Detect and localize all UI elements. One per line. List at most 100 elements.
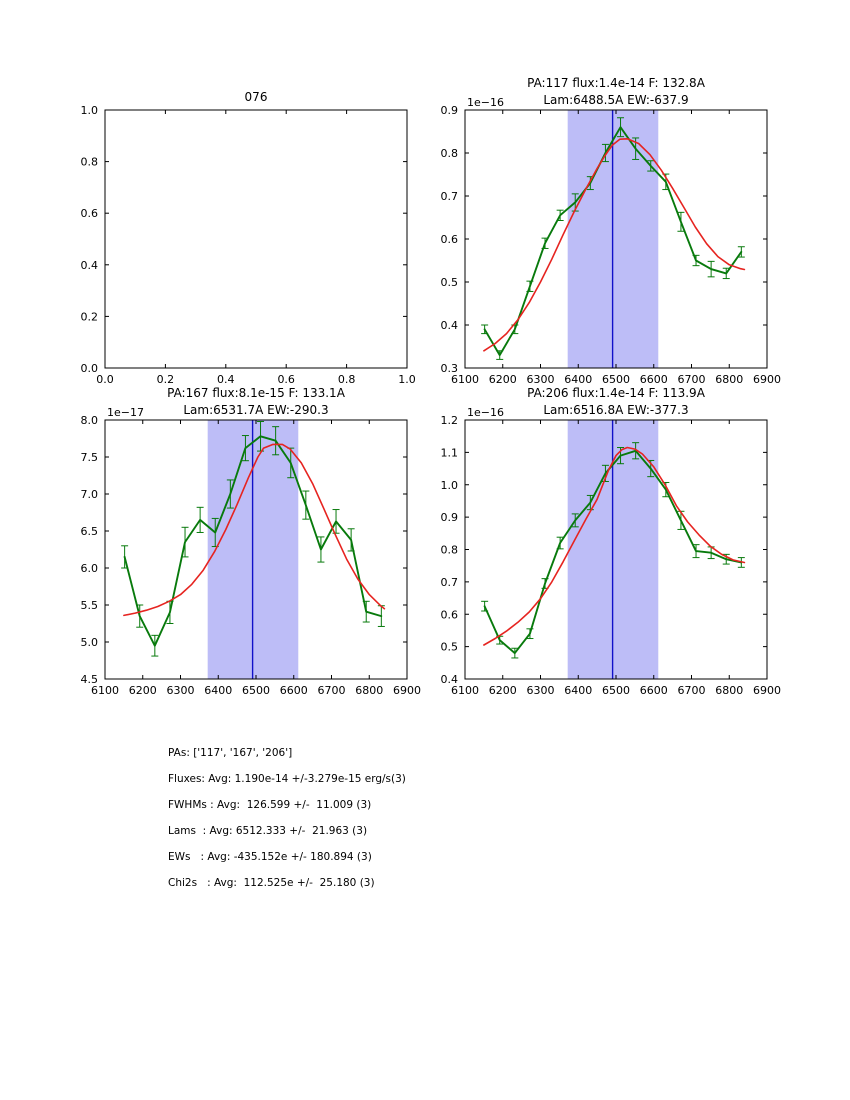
y-tick-label: 0.4 bbox=[441, 673, 459, 686]
subplot-pa167: 6100 6200 6300 6400 6500 6600 6700 6800 6900 4.5 5… bbox=[81, 386, 422, 697]
data-curve bbox=[483, 126, 743, 357]
x-tick-label: 6800 bbox=[355, 684, 383, 697]
y-tick-label: 0.8 bbox=[441, 147, 459, 160]
fit-curve bbox=[123, 443, 386, 617]
x-tick-label: 6100 bbox=[451, 684, 479, 697]
y-tick-label: 5.5 bbox=[81, 599, 99, 612]
x-tick-label: 6400 bbox=[204, 684, 232, 697]
y-tick-label: 0.6 bbox=[441, 608, 459, 621]
x-tick-label: 0.8 bbox=[338, 373, 356, 386]
x-tick-label: 6900 bbox=[753, 373, 781, 386]
plot-title: PA:117 flux:1.4e-14 F: 132.8A bbox=[527, 76, 706, 90]
y-tick-label: 1.0 bbox=[441, 479, 459, 492]
y-tick-label: 7.0 bbox=[81, 488, 99, 501]
y-tick-label: 4.5 bbox=[81, 673, 99, 686]
y-tick-label: 0.3 bbox=[441, 362, 459, 375]
x-tick-label: 6600 bbox=[640, 684, 668, 697]
plot-title: Lam:6516.8A EW:-377.3 bbox=[543, 403, 688, 417]
plot-title: Lam:6531.7A EW:-290.3 bbox=[183, 403, 328, 417]
x-tick-label: 6300 bbox=[527, 373, 555, 386]
x-tick-label: 6200 bbox=[489, 373, 517, 386]
x-tick-label: 6700 bbox=[678, 373, 706, 386]
x-tick-label: 6200 bbox=[129, 684, 157, 697]
y-tick-label: 0.9 bbox=[441, 104, 459, 117]
x-tick-label: 0.6 bbox=[277, 373, 295, 386]
x-tick-label: 6400 bbox=[564, 373, 592, 386]
x-tick-label: 6800 bbox=[715, 373, 743, 386]
y-tick-label: 6.0 bbox=[81, 562, 99, 575]
summary-line-ews: EWs : Avg: -435.152e +/- 180.894 (3) bbox=[168, 851, 372, 863]
y-tick-label: 0.6 bbox=[81, 207, 99, 220]
y-tick-label: 0.4 bbox=[441, 319, 459, 332]
x-tick-label: 6200 bbox=[489, 684, 517, 697]
tick-marks bbox=[104, 419, 408, 680]
summary-line-fwhms: FWHMs : Avg: 126.599 +/- 11.009 (3) bbox=[168, 799, 372, 811]
tick-marks bbox=[464, 419, 768, 680]
x-tick-label: 6700 bbox=[318, 684, 346, 697]
y-tick-label: 1.2 bbox=[441, 414, 459, 427]
x-tick-label: 6600 bbox=[640, 373, 668, 386]
y-tick-label: 0.0 bbox=[81, 362, 99, 375]
y-tick-label: 1.0 bbox=[81, 104, 99, 117]
x-tick-label: 6100 bbox=[451, 373, 479, 386]
data-curve bbox=[123, 435, 383, 647]
x-tick-label: 6800 bbox=[715, 684, 743, 697]
y-tick-label: 0.6 bbox=[441, 233, 459, 246]
x-tick-label: 6500 bbox=[602, 373, 630, 386]
fit-curve bbox=[483, 138, 746, 352]
data-curve bbox=[483, 449, 743, 655]
y-tick-label: 0.7 bbox=[441, 190, 459, 203]
tick-labels: 6100 6200 6300 6400 6500 6600 6700 6800 6900 4.5 5… bbox=[81, 414, 422, 697]
tick-marks bbox=[464, 109, 768, 369]
plot-title: PA:206 flux:1.4e-14 F: 113.9A bbox=[527, 386, 706, 400]
y-tick-label: 8.0 bbox=[81, 414, 99, 427]
y-axis-offset-label: 1e−17 bbox=[107, 406, 144, 419]
y-tick-label: 0.7 bbox=[441, 576, 459, 589]
x-tick-label: 0.2 bbox=[157, 373, 175, 386]
y-tick-label: 7.5 bbox=[81, 451, 99, 464]
plot-title: Lam:6488.5A EW:-637.9 bbox=[543, 93, 688, 107]
summary-line-chi2s: Chi2s : Avg: 112.525e +/- 25.180 (3) bbox=[168, 877, 375, 889]
x-tick-label: 6300 bbox=[527, 684, 555, 697]
y-tick-label: 0.4 bbox=[81, 259, 99, 272]
tick-labels: 6100 6200 6300 6400 6500 6600 6700 6800 6900 0.4 0… bbox=[441, 414, 782, 697]
y-tick-label: 0.5 bbox=[441, 641, 459, 654]
tick-labels: 6100 6200 6300 6400 6500 6600 6700 6800 6900 0.3 0… bbox=[441, 104, 782, 386]
y-tick-label: 5.0 bbox=[81, 636, 99, 649]
y-axis-offset-label: 1e−16 bbox=[467, 406, 504, 419]
plot-title: PA:167 flux:8.1e-15 F: 133.1A bbox=[167, 386, 346, 400]
y-tick-label: 0.8 bbox=[441, 544, 459, 557]
x-tick-label: 6300 bbox=[167, 684, 195, 697]
y-tick-label: 0.9 bbox=[441, 511, 459, 524]
subplot-pa206: 6100 6200 6300 6400 6500 6600 6700 6800 6900 0.4 0… bbox=[441, 386, 782, 697]
tick-marks bbox=[104, 109, 408, 369]
summary-line-lams: Lams : Avg: 6512.333 +/- 21.963 (3) bbox=[168, 825, 368, 837]
fit-curve bbox=[483, 446, 746, 646]
y-tick-label: 6.5 bbox=[81, 525, 99, 538]
x-tick-label: 6500 bbox=[602, 684, 630, 697]
plot-title: 076 bbox=[245, 90, 268, 104]
subplot-empty-076: 0.0 0.2 0.4 0.6 0.8 1.0 0.0 0.2 0.4 0.6 0.8 1.0 076 bbox=[81, 90, 416, 386]
y-tick-label: 0.2 bbox=[81, 310, 99, 323]
y-axis-offset-label: 1e−16 bbox=[467, 96, 504, 109]
summary-line-pas: PAs: ['117', '167', '206'] bbox=[168, 747, 293, 759]
y-tick-label: 1.1 bbox=[441, 446, 459, 459]
x-tick-label: 6700 bbox=[678, 684, 706, 697]
x-tick-label: 0.4 bbox=[217, 373, 235, 386]
x-tick-label: 6100 bbox=[91, 684, 119, 697]
x-tick-label: 1.0 bbox=[398, 373, 416, 386]
tick-labels: 0.0 0.2 0.4 0.6 0.8 1.0 0.0 0.2 0.4 0.6 0.8 1.0 bbox=[81, 104, 416, 386]
x-tick-label: 6400 bbox=[564, 684, 592, 697]
x-tick-label: 6900 bbox=[393, 684, 421, 697]
x-tick-label: 6500 bbox=[242, 684, 270, 697]
x-tick-label: 6900 bbox=[753, 684, 781, 697]
axes-frame bbox=[104, 109, 408, 369]
summary-line-fluxes: Fluxes: Avg: 1.190e-14 +/-3.279e-15 erg/… bbox=[168, 773, 406, 785]
summary-block: PAs: ['117', '167', '206'] Fluxes: Avg: … bbox=[168, 740, 406, 896]
y-tick-label: 0.8 bbox=[81, 156, 99, 169]
x-tick-label: 0.0 bbox=[96, 373, 114, 386]
x-tick-label: 6600 bbox=[280, 684, 308, 697]
subplot-pa117: 6100 6200 6300 6400 6500 6600 6700 6800 6900 0.3 0… bbox=[441, 76, 782, 386]
